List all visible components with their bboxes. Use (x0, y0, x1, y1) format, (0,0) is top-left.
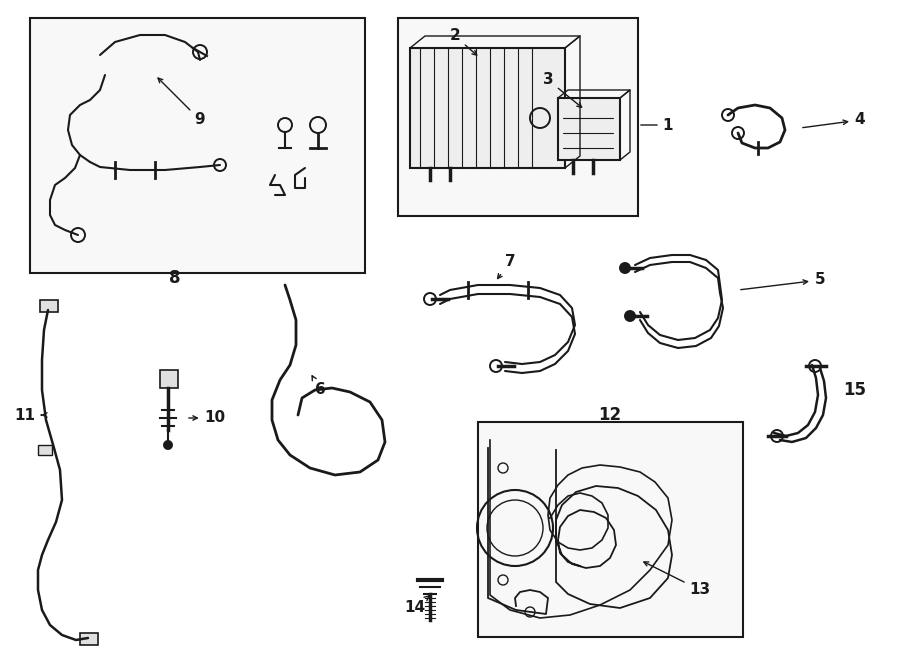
Text: 9: 9 (158, 78, 205, 128)
Circle shape (164, 441, 172, 449)
Text: 14: 14 (404, 596, 429, 615)
Text: 13: 13 (644, 562, 711, 598)
Text: 11: 11 (14, 407, 47, 422)
Circle shape (625, 311, 635, 321)
Text: 10: 10 (189, 410, 226, 426)
Text: 2: 2 (450, 28, 477, 55)
Bar (398, 18, 638, 216)
Bar (410, 48, 565, 168)
Bar (558, 98, 620, 160)
Text: 3: 3 (543, 73, 581, 107)
Text: 5: 5 (741, 272, 825, 290)
Text: 15: 15 (843, 381, 867, 399)
Bar (478, 422, 743, 637)
Text: 7: 7 (498, 254, 516, 278)
Circle shape (620, 263, 630, 273)
Text: 8: 8 (169, 269, 181, 287)
Text: 6: 6 (312, 376, 326, 397)
Bar (30, 18, 365, 273)
Text: 4: 4 (803, 112, 865, 128)
Bar (40, 300, 58, 312)
Text: 1: 1 (641, 118, 673, 132)
Bar (80, 633, 98, 645)
Bar (160, 370, 178, 388)
Bar (38, 445, 52, 455)
Text: 12: 12 (598, 406, 622, 424)
